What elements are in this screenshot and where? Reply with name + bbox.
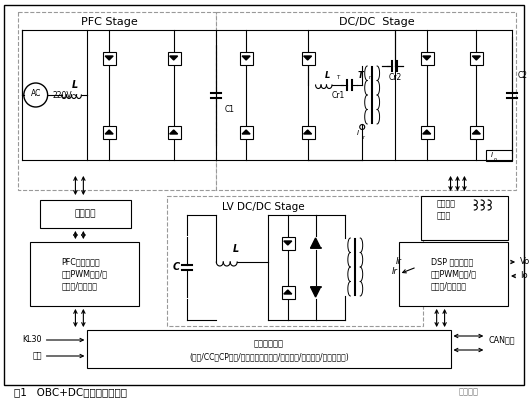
- Polygon shape: [423, 130, 431, 134]
- Bar: [399, 242, 508, 306]
- Bar: [470, 126, 483, 139]
- Bar: [168, 126, 181, 139]
- Text: 变压器隔
离驱动: 变压器隔 离驱动: [437, 200, 455, 220]
- Text: I: I: [357, 130, 359, 136]
- Polygon shape: [423, 56, 431, 60]
- Text: 逻辑单片机：: 逻辑单片机：: [254, 340, 284, 348]
- Text: (诊断/CC、CP检测/输出输入功率限制/开关控制/温度保护/电子锁控制): (诊断/CC、CP检测/输出输入功率限制/开关控制/温度保护/电子锁控制): [189, 352, 349, 362]
- Bar: [167, 196, 423, 326]
- Text: Cr2: Cr2: [388, 72, 402, 82]
- Text: DC/DC  Stage: DC/DC Stage: [339, 17, 415, 27]
- Text: L: L: [71, 80, 78, 90]
- Bar: [18, 12, 217, 190]
- Text: PFC控制芯片：
移相PWM控制/频
率控制/间谐控制: PFC控制芯片： 移相PWM控制/频 率控制/间谐控制: [61, 258, 107, 290]
- Bar: [486, 150, 512, 161]
- Polygon shape: [105, 56, 113, 60]
- Text: 图1   OBC+DC磁集成原理框图: 图1 OBC+DC磁集成原理框图: [14, 387, 127, 397]
- Bar: [87, 330, 451, 368]
- Text: r: r: [362, 135, 364, 140]
- Bar: [302, 126, 314, 139]
- Text: L: L: [233, 244, 239, 254]
- Text: LV DC/DC Stage: LV DC/DC Stage: [222, 202, 304, 212]
- Bar: [217, 12, 516, 190]
- Polygon shape: [105, 130, 113, 134]
- Text: C1: C1: [225, 106, 234, 114]
- Polygon shape: [242, 56, 250, 60]
- Polygon shape: [284, 290, 292, 294]
- Bar: [421, 126, 434, 139]
- Polygon shape: [472, 56, 480, 60]
- Bar: [282, 237, 295, 250]
- Text: Io: Io: [520, 272, 528, 280]
- Bar: [282, 286, 295, 299]
- Bar: [103, 52, 116, 65]
- Polygon shape: [170, 56, 178, 60]
- Polygon shape: [304, 56, 312, 60]
- Bar: [302, 52, 314, 65]
- Polygon shape: [311, 238, 321, 248]
- Bar: [168, 52, 181, 65]
- Polygon shape: [284, 241, 292, 245]
- Bar: [30, 242, 139, 306]
- Text: r: r: [368, 75, 370, 80]
- Text: Ir: Ir: [392, 268, 398, 276]
- Bar: [470, 52, 483, 65]
- Bar: [421, 52, 434, 65]
- Polygon shape: [304, 130, 312, 134]
- Text: 唤醒: 唤醒: [32, 352, 41, 360]
- Bar: [103, 126, 116, 139]
- Text: DSP 控制芯片：
移相PWM控制/频
率控制/间谐控制: DSP 控制芯片： 移相PWM控制/频 率控制/间谐控制: [430, 258, 477, 290]
- Polygon shape: [170, 130, 178, 134]
- Text: 电动学堂: 电动学堂: [459, 388, 478, 396]
- Text: o: o: [494, 157, 497, 162]
- Text: CAN通讯: CAN通讯: [488, 336, 515, 344]
- Polygon shape: [242, 130, 250, 134]
- Bar: [40, 200, 131, 228]
- Text: L: L: [325, 70, 330, 80]
- Bar: [240, 126, 253, 139]
- Polygon shape: [311, 287, 321, 297]
- Text: Cr1: Cr1: [332, 90, 345, 100]
- Text: PFC Stage: PFC Stage: [81, 17, 138, 27]
- Bar: [421, 196, 508, 240]
- Text: 220V~: 220V~: [53, 92, 79, 100]
- Text: KL30: KL30: [22, 336, 41, 344]
- Text: I: I: [491, 152, 493, 158]
- Text: Ir: Ir: [396, 258, 402, 266]
- Text: C: C: [173, 262, 180, 272]
- Text: AC: AC: [30, 88, 41, 98]
- Text: C2: C2: [518, 70, 528, 80]
- Text: 浮地驱动: 浮地驱动: [74, 210, 96, 218]
- Text: T: T: [358, 70, 363, 80]
- Polygon shape: [472, 130, 480, 134]
- Text: Vo: Vo: [520, 258, 530, 266]
- Bar: [240, 52, 253, 65]
- Text: T: T: [336, 75, 339, 80]
